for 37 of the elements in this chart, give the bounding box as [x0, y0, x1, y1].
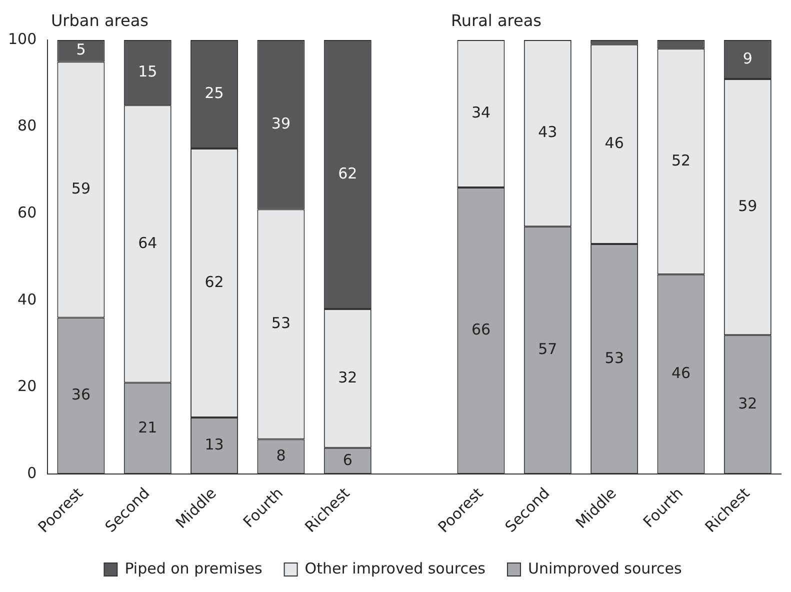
y-tick-label: 100 [8, 30, 37, 48]
data-label: 36 [71, 386, 91, 404]
data-label: 43 [538, 123, 558, 142]
data-label: 25 [204, 84, 224, 102]
y-tick-label: 20 [18, 377, 37, 396]
data-label: 5 [76, 40, 86, 59]
y-tick-label: 60 [18, 203, 37, 222]
data-label: 15 [138, 62, 158, 80]
data-label: 52 [671, 151, 691, 170]
legend-label: Piped on premises [124, 559, 262, 578]
data-label: 39 [271, 114, 291, 133]
data-label: 59 [738, 196, 758, 215]
legend-label: Other improved sources [304, 559, 486, 578]
data-label: 64 [138, 234, 158, 252]
data-label: 46 [604, 134, 624, 152]
data-label: 57 [538, 340, 558, 358]
data-label: 62 [204, 272, 224, 291]
legend-label: Unimproved sources [528, 559, 682, 578]
data-label: 8 [276, 446, 286, 464]
data-label: 32 [338, 368, 358, 386]
data-label: 62 [338, 164, 358, 182]
data-label: 59 [71, 180, 91, 198]
text: Urban areas [50, 11, 148, 30]
data-label: 6 [342, 450, 352, 469]
data-label: 13 [204, 436, 224, 454]
data-label: 9 [742, 49, 752, 68]
data-label: 66 [471, 320, 491, 339]
data-label: 46 [671, 364, 691, 382]
y-tick-label: 0 [27, 464, 37, 482]
data-label: 53 [271, 314, 291, 332]
data-label: 32 [738, 394, 758, 412]
data-label: 53 [604, 348, 624, 367]
data-label: 21 [138, 418, 158, 436]
data-label: 34 [471, 104, 491, 122]
text: Rural areas [450, 11, 542, 30]
y-tick-label: 40 [18, 290, 37, 308]
y-tick-label: 80 [18, 116, 37, 135]
